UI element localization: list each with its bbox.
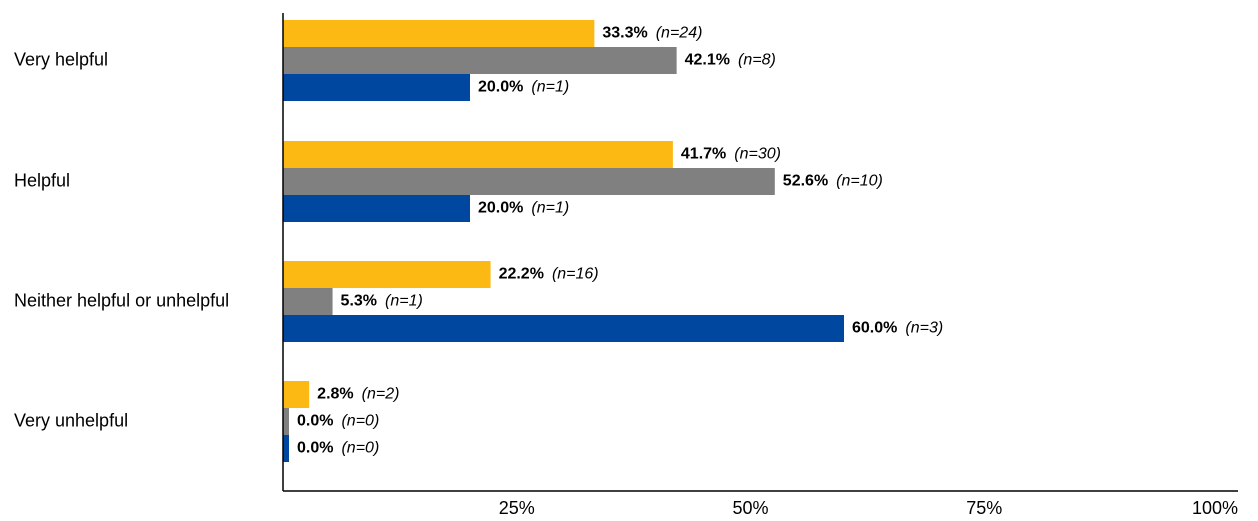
data-label-helpful-series-2: 52.6% (n=10) (783, 173, 883, 190)
bar-very-unhelpful-series-2 (283, 408, 289, 435)
bar-very-unhelpful-series-3 (283, 435, 289, 462)
data-label-very-helpful-series-1: 33.3% (n=24) (602, 25, 702, 42)
x-tick-label-25: 25% (499, 498, 535, 518)
data-label-neither-helpful-or-unhelpful-series-2: 5.3% (n=1) (341, 293, 423, 310)
data-label-very-unhelpful-series-3: 0.0% (n=0) (297, 440, 379, 457)
bar-very-helpful-series-2 (283, 47, 677, 74)
data-label-very-unhelpful-series-1: 2.8% (n=2) (317, 386, 399, 403)
bar-very-unhelpful-series-1 (283, 381, 310, 408)
axes-group (282, 13, 1238, 492)
tick-labels-group: 25% 50% 75% 100% (499, 498, 1238, 518)
bar-helpful-series-3 (283, 195, 470, 222)
x-tick-label-100: 100% (1192, 498, 1238, 518)
bar-very-helpful-series-1 (283, 20, 595, 47)
category-label-helpful: Helpful (14, 170, 70, 190)
bar-very-helpful-series-3 (283, 74, 470, 101)
bars-group (283, 20, 844, 462)
x-tick-label-75: 75% (966, 498, 1002, 518)
bar-neither-helpful-or-unhelpful-series-3 (283, 315, 844, 342)
data-label-neither-helpful-or-unhelpful-series-3: 60.0% (n=3) (852, 320, 943, 337)
bar-helpful-series-2 (283, 168, 775, 195)
x-tick-label-50: 50% (732, 498, 768, 518)
data-label-very-helpful-series-2: 42.1% (n=8) (685, 52, 776, 69)
bar-helpful-series-1 (283, 141, 673, 168)
data-label-very-unhelpful-series-2: 0.0% (n=0) (297, 413, 379, 430)
bar-neither-helpful-or-unhelpful-series-1 (283, 261, 491, 288)
category-labels-group: Very helpful Helpful Neither helpful or un… (14, 49, 229, 430)
value-labels-group: 33.3% (n=24) 42.1% (n=8) 20.0% (n=1) 41.7% (n=3… (297, 25, 943, 457)
bar-neither-helpful-or-unhelpful-series-2 (283, 288, 333, 315)
data-label-very-helpful-series-3: 20.0% (n=1) (478, 79, 569, 96)
category-label-very-helpful: Very helpful (14, 49, 108, 69)
data-label-helpful-series-3: 20.0% (n=1) (478, 200, 569, 217)
category-label-neither-helpful-or-unhelpful: Neither helpful or unhelpful (14, 290, 229, 310)
data-label-helpful-series-1: 41.7% (n=30) (681, 146, 781, 163)
data-label-neither-helpful-or-unhelpful-series-1: 22.2% (n=16) (499, 266, 599, 283)
category-label-very-unhelpful: Very unhelpful (14, 410, 128, 430)
